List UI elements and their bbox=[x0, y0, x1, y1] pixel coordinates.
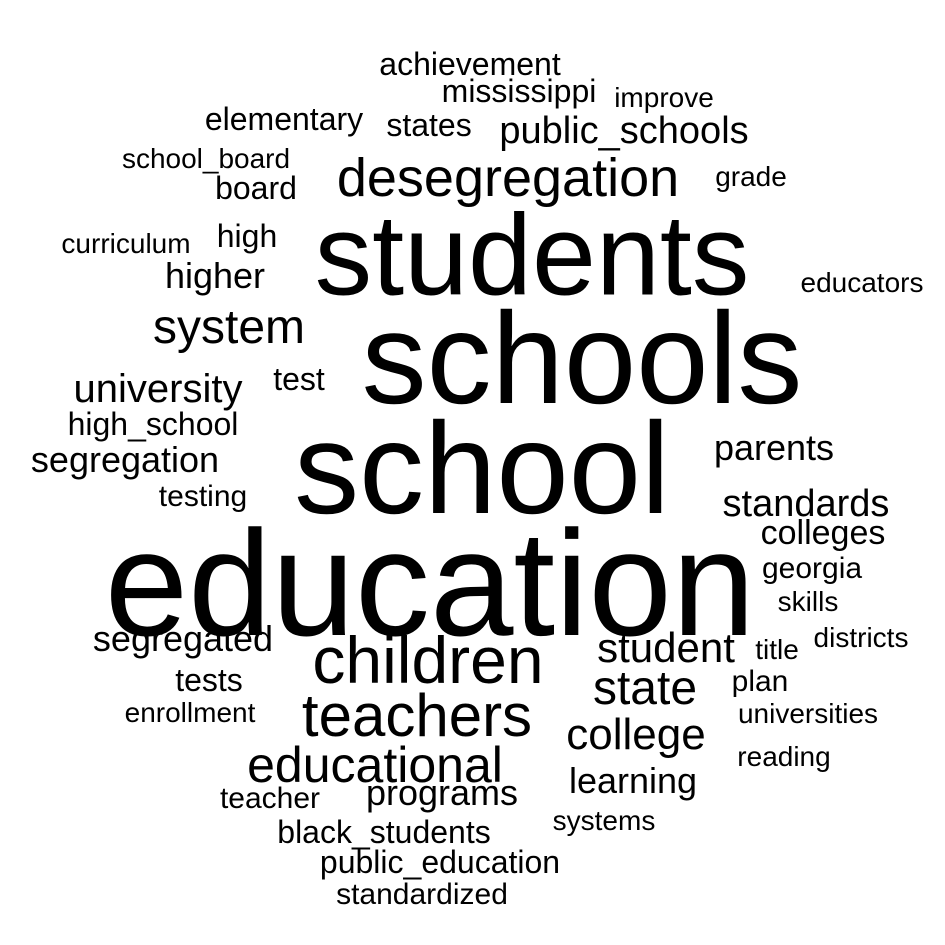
word-testing: testing bbox=[159, 482, 247, 512]
word-tests: tests bbox=[175, 664, 243, 696]
word-georgia: georgia bbox=[762, 554, 862, 584]
word-state: state bbox=[593, 665, 697, 713]
word-public-schools: public_schools bbox=[499, 112, 748, 150]
word-learning: learning bbox=[569, 763, 697, 799]
word-students: students bbox=[315, 199, 750, 314]
word-skills: skills bbox=[778, 588, 839, 616]
word-university: university bbox=[74, 369, 243, 409]
word-grade: grade bbox=[715, 163, 787, 191]
word-elementary: elementary bbox=[205, 103, 363, 135]
word-student: student bbox=[597, 627, 735, 669]
word-plan: plan bbox=[732, 667, 789, 697]
word-higher: higher bbox=[165, 258, 265, 294]
word-high: high bbox=[217, 220, 278, 252]
word-public-education: public_education bbox=[320, 846, 560, 878]
word-programs: programs bbox=[366, 775, 518, 811]
word-universities: universities bbox=[738, 700, 878, 728]
word-parents: parents bbox=[714, 430, 834, 466]
word-test: test bbox=[273, 363, 325, 395]
word-board: board bbox=[215, 172, 297, 204]
word-high-school: high_school bbox=[68, 408, 239, 440]
word-systems: systems bbox=[553, 807, 656, 835]
word-curriculum: curriculum bbox=[61, 230, 190, 258]
word-segregation: segregation bbox=[31, 442, 219, 478]
word-standardized: standardized bbox=[336, 880, 508, 910]
word-desegregation: desegregation bbox=[337, 151, 679, 205]
word-title: title bbox=[755, 636, 799, 664]
word-improve: improve bbox=[614, 84, 714, 112]
word-colleges: colleges bbox=[761, 516, 886, 550]
word-districts: districts bbox=[814, 624, 909, 652]
word-enrollment: enrollment bbox=[125, 699, 256, 727]
word-states: states bbox=[386, 109, 471, 141]
word-achievement: achievement bbox=[379, 48, 560, 80]
word-reading: reading bbox=[737, 743, 830, 771]
word-teacher: teacher bbox=[220, 784, 320, 814]
word-school-board: school_board bbox=[122, 145, 290, 173]
word-college: college bbox=[566, 713, 705, 757]
word-segregated: segregated bbox=[93, 621, 273, 657]
word-educators: educators bbox=[801, 269, 924, 297]
word-system: system bbox=[153, 304, 305, 352]
